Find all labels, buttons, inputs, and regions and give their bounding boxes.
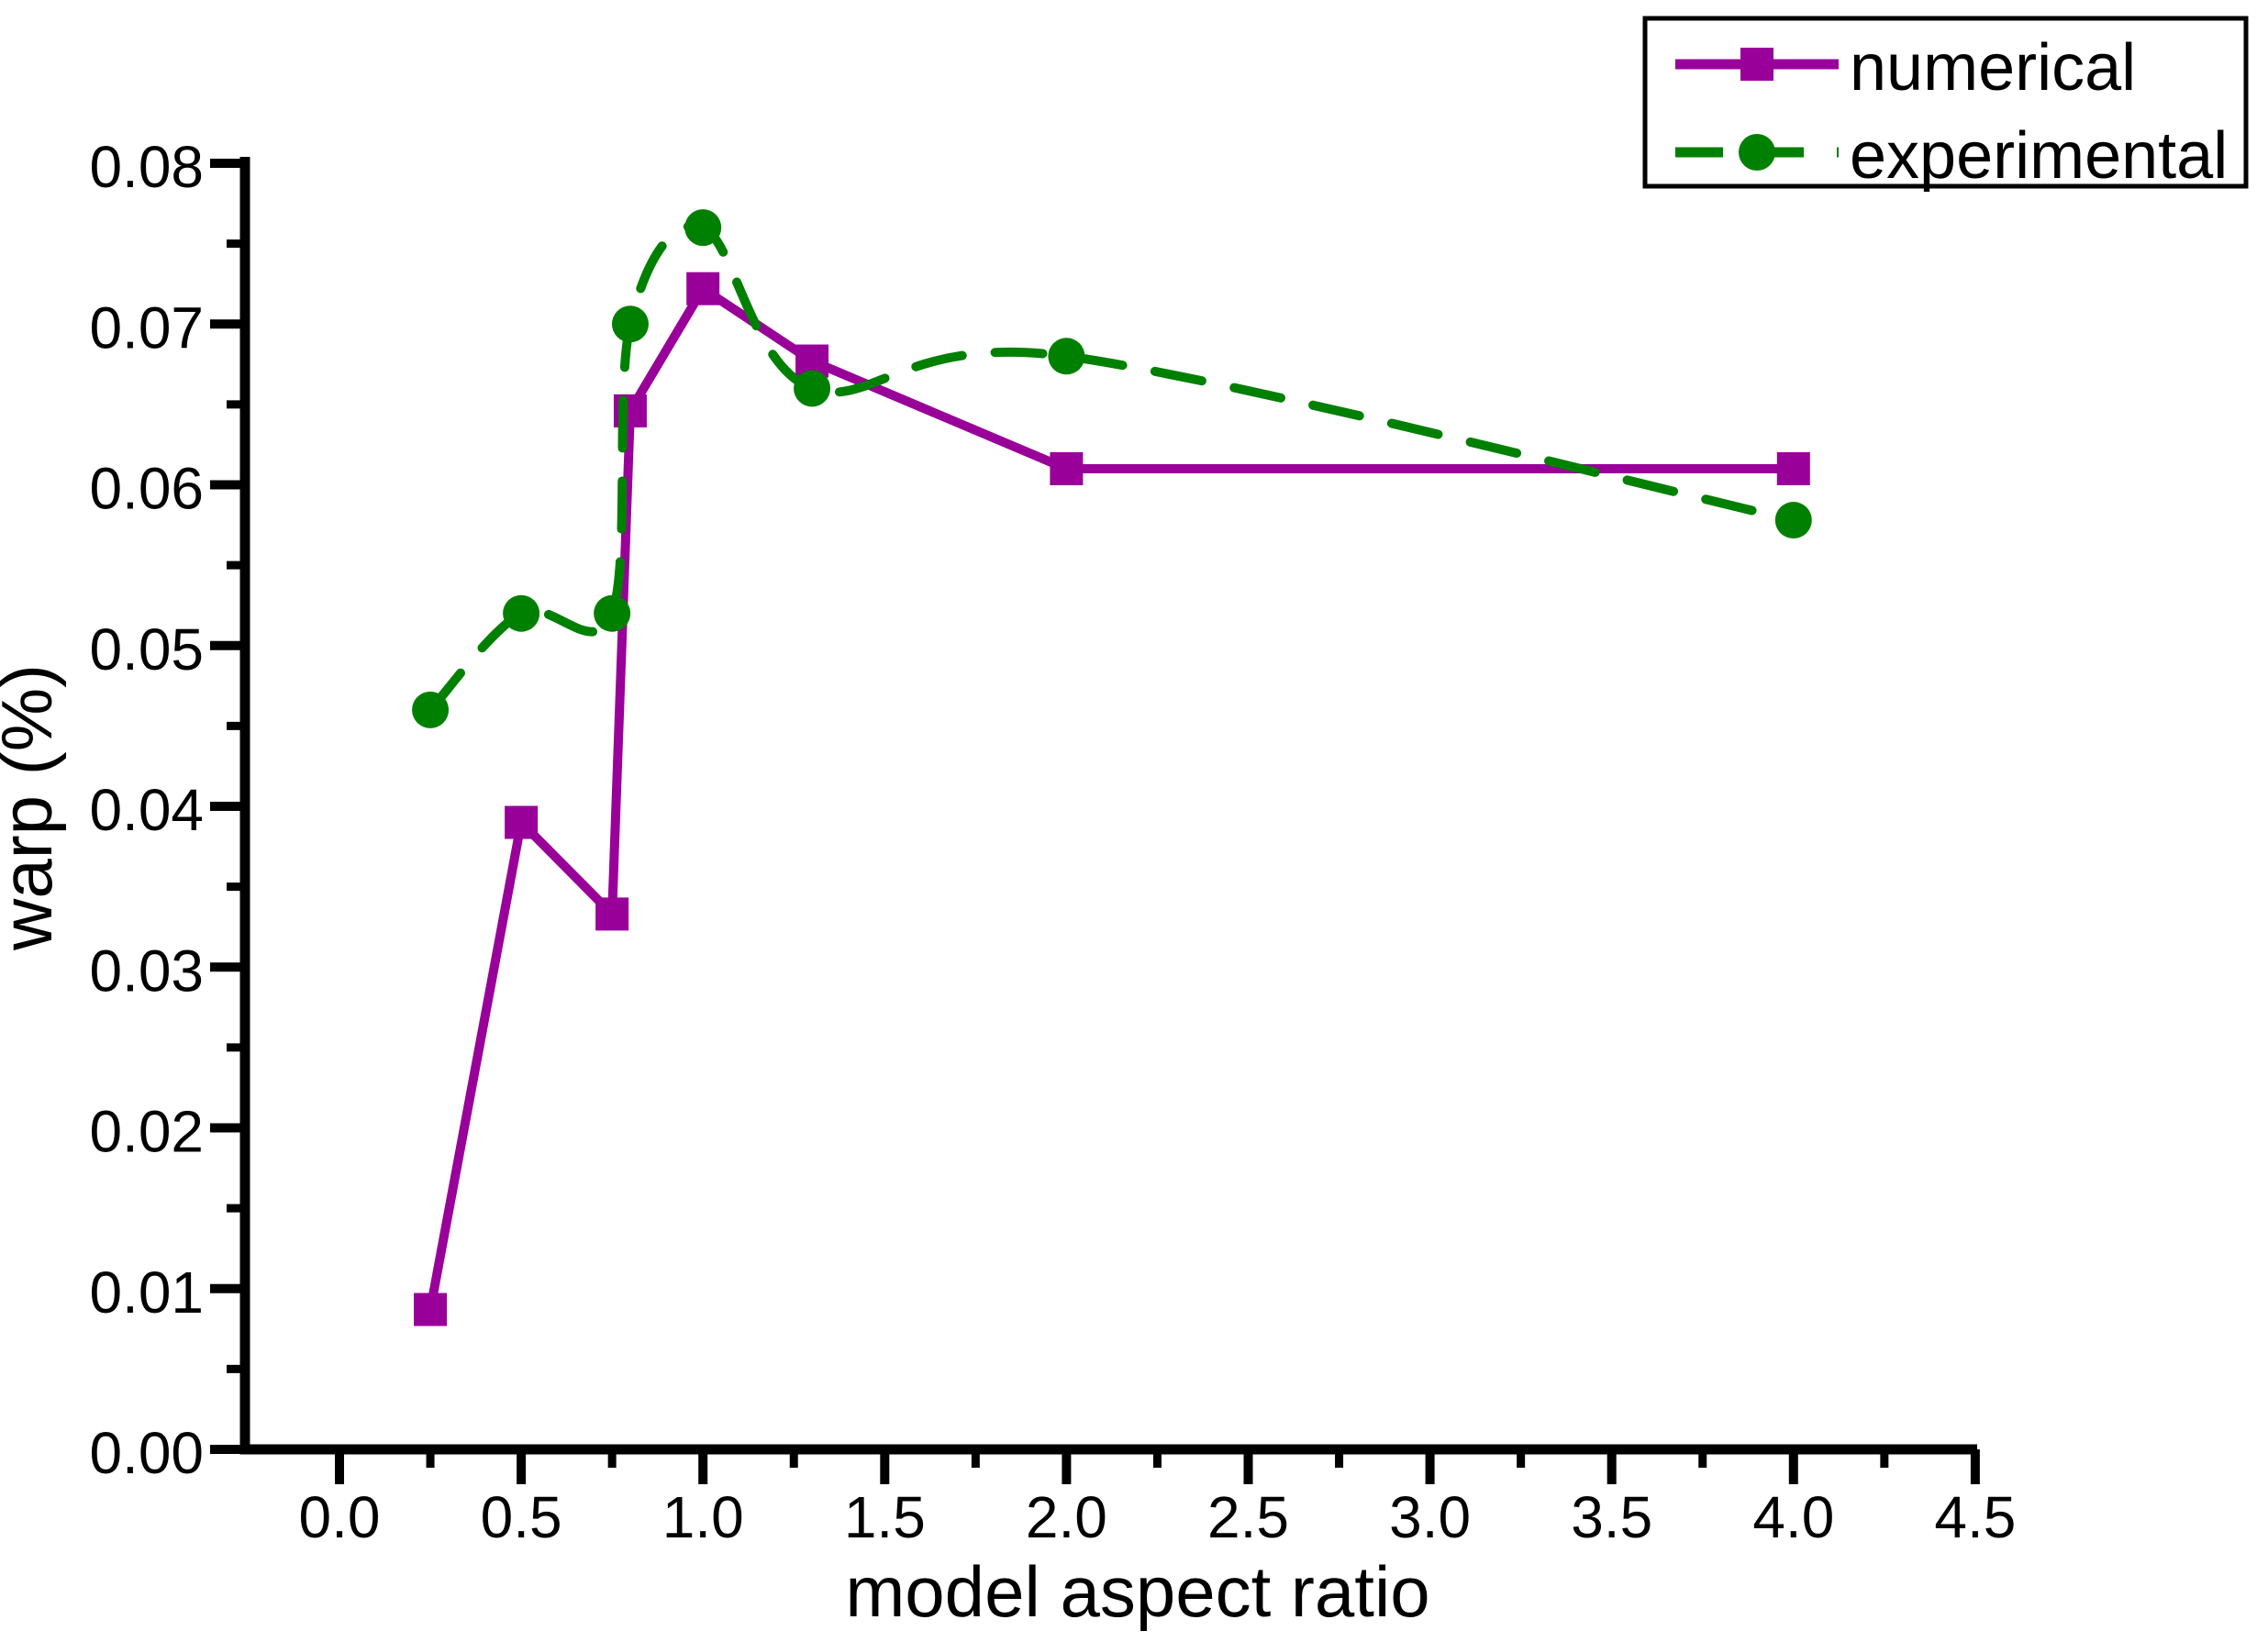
y-tick-label: 0.08 <box>89 134 204 200</box>
experimental-circle-marker <box>1048 338 1085 375</box>
numerical-legend-label: numerical <box>1850 31 2136 105</box>
experimental-circle-marker <box>503 594 540 632</box>
numerical-square-marker <box>414 1293 448 1326</box>
axes <box>239 157 1977 1455</box>
legend-item-experimental: experimental <box>1675 119 2228 193</box>
numerical-series <box>414 272 1810 1326</box>
experimental-circle-marker <box>684 209 722 247</box>
y-axis-title: warp (%) <box>0 664 67 951</box>
x-tick-label: 2.5 <box>1207 1484 1289 1550</box>
experimental-legend-circle-marker <box>1739 134 1775 171</box>
numerical-square-marker <box>1776 451 1810 485</box>
experimental-circle-marker <box>594 594 631 632</box>
numerical-line <box>426 282 1794 1311</box>
numerical-square-marker <box>595 897 629 931</box>
x-tick-label: 1.0 <box>662 1484 744 1550</box>
y-tick-label: 0.06 <box>89 456 204 522</box>
y-axis-ticks: 0.00 0.01 0.02 0.03 0.04 0.05 0.06 0.07 0.08 <box>89 134 245 1486</box>
experimental-series <box>412 209 1812 728</box>
x-tick-label: 0.5 <box>481 1484 562 1550</box>
x-tick-label: 4.5 <box>1934 1484 2016 1550</box>
experimental-circle-marker <box>794 370 831 407</box>
experimental-circle-marker <box>1774 502 1812 539</box>
x-tick-label: 3.5 <box>1571 1484 1652 1550</box>
y-tick-label: 0.00 <box>89 1420 204 1486</box>
numerical-legend-square-marker <box>1740 48 1773 81</box>
numerical-square-marker <box>505 805 539 839</box>
x-tick-label: 0.0 <box>299 1484 381 1550</box>
x-tick-label: 1.5 <box>844 1484 926 1550</box>
x-axis-title: model aspect ratio <box>845 1551 1429 1632</box>
experimental-circle-marker <box>611 305 649 343</box>
legend: numerical experimental <box>1642 16 2249 193</box>
y-tick-label: 0.02 <box>89 1099 204 1165</box>
numerical-square-marker <box>686 272 720 305</box>
y-tick-label: 0.07 <box>89 294 204 361</box>
y-tick-label: 0.05 <box>89 616 204 682</box>
y-tick-label: 0.03 <box>89 937 204 1004</box>
experimental-circle-marker <box>412 691 450 728</box>
x-axis-ticks: 0.0 0.5 1.0 1.5 2.0 2.5 3.0 3.5 4.0 4.5 <box>299 1449 2016 1550</box>
y-tick-label: 0.04 <box>89 777 204 843</box>
plot-series <box>412 209 1812 1326</box>
experimental-legend-label: experimental <box>1850 119 2228 193</box>
legend-item-numerical: numerical <box>1675 31 2136 105</box>
x-tick-label: 3.0 <box>1389 1484 1471 1550</box>
y-tick-label: 0.01 <box>89 1259 204 1326</box>
x-tick-label: 2.0 <box>1026 1484 1107 1550</box>
numerical-square-marker <box>1050 451 1084 485</box>
x-tick-label: 4.0 <box>1752 1484 1834 1550</box>
